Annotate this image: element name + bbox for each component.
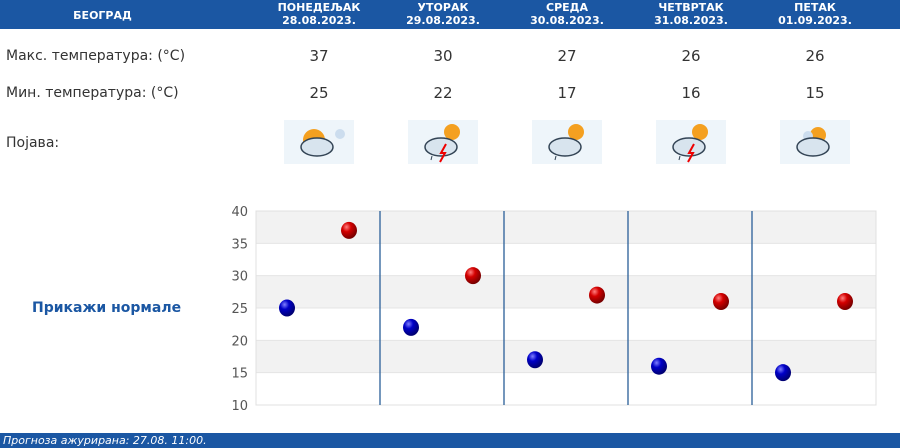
phenomenon-label: Појава: — [6, 135, 60, 151]
min-temp-point — [651, 357, 667, 375]
plot-area — [255, 210, 877, 406]
temperature-chart: 10 15 20 25 30 35 40 — [231, 205, 877, 414]
forecast-updated: Прогноза ажурирана: 27.08. 11:00. — [0, 433, 900, 448]
min-temp-point — [279, 299, 295, 317]
min-temp-point — [775, 364, 791, 382]
grid-band — [256, 275, 876, 308]
day-date: 28.08.2023. — [282, 14, 356, 27]
city-name: БЕОГРАД — [73, 9, 132, 22]
day-header: ЧЕТВРТАК 31.08.2023. — [631, 1, 751, 27]
min-temp-value: 16 — [681, 84, 701, 102]
y-tick-label: 25 — [231, 302, 248, 317]
max-temp-point — [713, 293, 729, 311]
max-temp-point — [589, 286, 605, 304]
day-name: ЧЕТВРТАК — [658, 1, 724, 14]
grid-band — [256, 340, 876, 373]
day-name: УТОРАК — [417, 1, 469, 14]
max-temp-label: Макс. температура: (°C) — [6, 48, 186, 64]
max-temp-value: 27 — [557, 47, 577, 65]
max-temp-value: 26 — [805, 47, 825, 65]
day-date: 30.08.2023. — [530, 14, 604, 27]
y-tick-label: 10 — [231, 399, 248, 414]
thunderstorm-icon — [656, 120, 726, 164]
day-name: СРЕДА — [546, 1, 588, 14]
sun-clouds-icon — [284, 120, 354, 164]
min-temp-point — [527, 351, 543, 369]
day-header: СРЕДА 30.08.2023. — [507, 1, 627, 27]
day-date: 01.09.2023. — [778, 14, 852, 27]
min-temp-value: 22 — [433, 84, 453, 102]
y-tick-label: 30 — [231, 270, 248, 285]
day-name: ПОНЕДЕЉАК — [277, 1, 361, 14]
min-temp-point — [403, 318, 419, 336]
y-tick-label: 20 — [231, 334, 248, 349]
show-normals-link[interactable]: Прикажи нормале — [32, 300, 182, 316]
day-header: УТОРАК 29.08.2023. — [383, 1, 503, 27]
grid-band — [256, 211, 876, 244]
header-bar: БЕОГРАД ПОНЕДЕЉАК 28.08.2023. УТОРАК 29.08.… — [0, 0, 900, 29]
partly-cloudy-icon — [780, 120, 850, 164]
y-tick-label: 40 — [231, 205, 248, 220]
day-name: ПЕТАК — [794, 1, 836, 14]
max-temp-point — [341, 221, 357, 239]
y-tick-label: 15 — [231, 367, 248, 382]
cloud-rain-sun-icon — [532, 120, 602, 164]
max-temp-value: 30 — [433, 47, 453, 65]
min-temp-value: 17 — [557, 84, 577, 102]
day-header: ПОНЕДЕЉАК 28.08.2023. — [259, 1, 379, 27]
day-date: 31.08.2023. — [654, 14, 728, 27]
max-temp-value: 37 — [309, 47, 329, 65]
min-temp-label: Мин. температура: (°C) — [6, 85, 179, 101]
max-temp-point — [465, 267, 481, 285]
thunderstorm-icon — [408, 120, 478, 164]
max-temp-point — [837, 293, 853, 311]
max-temp-value: 26 — [681, 47, 701, 65]
day-header: ПЕТАК 01.09.2023. — [755, 1, 875, 27]
y-tick-label: 35 — [231, 237, 248, 252]
min-temp-value: 15 — [805, 84, 825, 102]
min-temp-value: 25 — [309, 84, 329, 102]
day-date: 29.08.2023. — [406, 14, 480, 27]
